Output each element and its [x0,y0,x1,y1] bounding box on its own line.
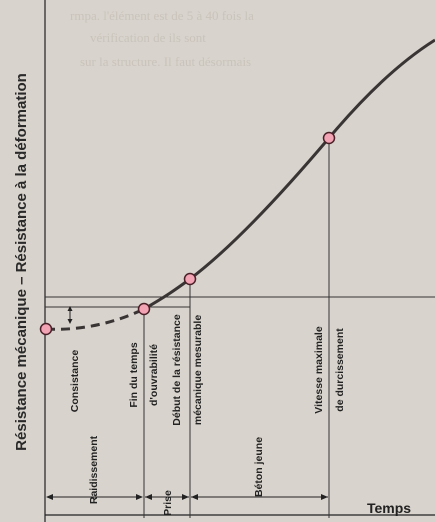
label-fin-ouvrabilite-line2: d'ouvrabilité [148,344,160,406]
phase-label-raidissement: Raidissement [88,435,100,504]
marker-debut-resistance [183,272,197,286]
consistance-arrow [67,306,73,324]
marker-fin-ouvrabilite [137,302,151,316]
label-debut-resistance-line1: Début de la résistance [171,314,183,426]
phase-bracket-raidissement [46,494,143,500]
phase-bracket-prise [145,494,189,500]
phase-label-beton-jeune: Béton jeune [253,437,265,497]
bleed-through-text: rmpa. l'élément est de 5 à 40 fois la vé… [70,8,254,69]
phase-bracket-beton-jeune [191,494,328,500]
label-consistance: Consistance [69,350,81,413]
phase-label-prise: Prise [162,490,174,516]
curve-solid-segment [143,38,435,311]
bleed-line-2: vérification de ils sont [90,30,206,45]
label-debut-resistance-line2: mécanique mesurable [192,315,204,425]
label-vitesse-max-line1: Vitesse maximale [313,326,325,414]
marker-vitesse-max [322,131,336,145]
bleed-line-1: rmpa. l'élément est de 5 à 40 fois la [70,8,254,23]
y-axis-label: Résistance mécanique – Résistance à la d… [13,73,30,451]
marker-consistance [39,322,53,336]
label-vitesse-max-line2: de durcissement [334,328,346,412]
curve-dashed-segment [45,307,145,331]
bleed-line-3: sur la structure. Il faut désormais [80,54,251,69]
label-fin-ouvrabilite-line1: Fin du temps [128,342,140,407]
x-axis-label: Temps [367,500,411,516]
